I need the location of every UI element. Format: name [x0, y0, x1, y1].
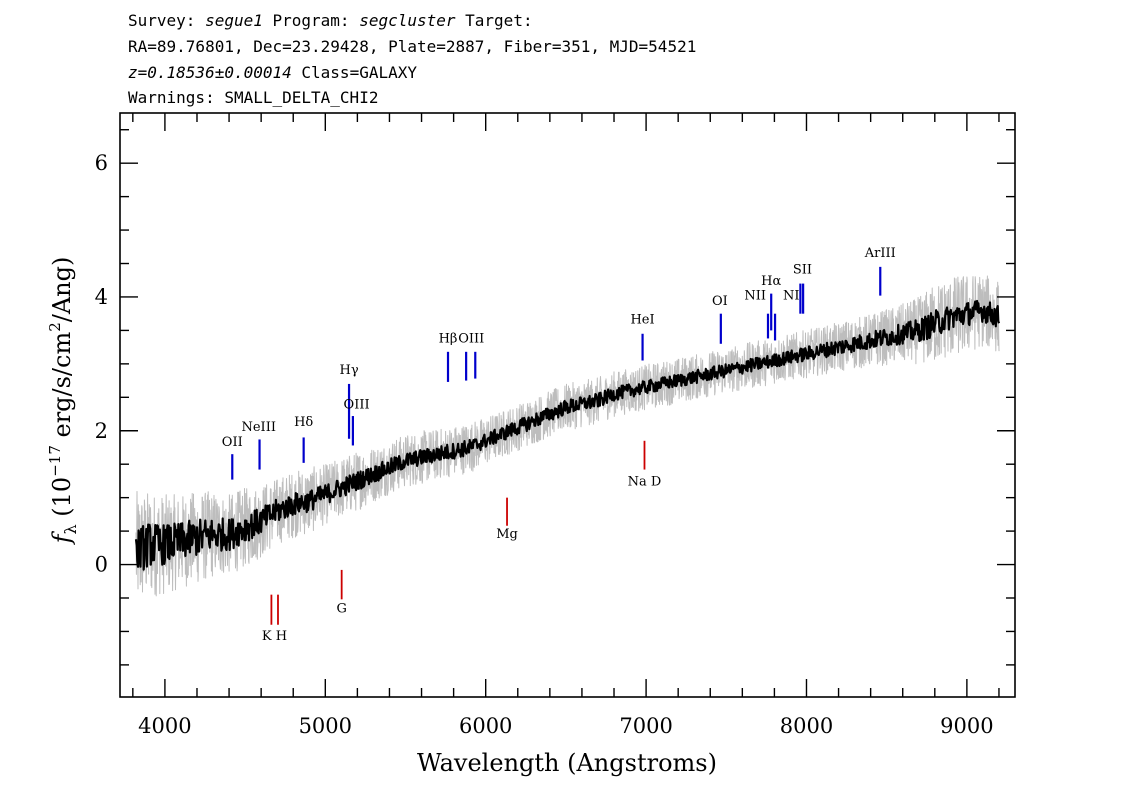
line-marker-label-16: Mg — [496, 527, 518, 542]
flux-black-series — [134, 299, 1001, 571]
line-marker-label-17: Na D — [628, 475, 662, 490]
line-marker-label-4: OIII — [344, 398, 370, 413]
x-tick-label: 4000 — [138, 714, 191, 738]
line-marker-label-12: SII — [793, 263, 812, 278]
header-line-1: Survey: segue1 Program: segcluster Targe… — [128, 11, 533, 30]
y-tick-label: 0 — [95, 553, 108, 577]
line-marker-label-3: Hγ — [339, 363, 358, 378]
line-marker-label-14: K H — [262, 629, 287, 644]
header-line-2: RA=89.76801, Dec=23.29428, Plate=2887, F… — [128, 37, 696, 56]
x-tick-label: 8000 — [780, 714, 833, 738]
header-line-3: z=0.18536±0.00014 Class=GALAXY — [128, 63, 417, 82]
y-tick-label: 4 — [95, 285, 108, 309]
x-tick-label: 7000 — [619, 714, 672, 738]
line-marker-label-11: NI — [783, 289, 800, 304]
y-tick-label: 6 — [95, 151, 108, 175]
line-marker-label-8: OI — [712, 294, 728, 309]
line-marker-label-6: OIII — [458, 331, 484, 346]
flux-gray-series — [135, 275, 1000, 597]
y-tick-label: 2 — [95, 419, 108, 443]
line-marker-label-5: Hβ — [439, 331, 458, 346]
line-marker-label-15: G — [336, 602, 346, 617]
plot-frame — [119, 112, 1016, 698]
line-marker-label-7: HeI — [630, 313, 654, 328]
x-axis-label: Wavelength (Angstroms) — [417, 749, 717, 777]
x-tick-label: 6000 — [459, 714, 512, 738]
x-tick-label: 5000 — [299, 714, 352, 738]
line-marker-label-2: Hδ — [294, 415, 313, 430]
line-marker-label-10: Hα — [761, 274, 781, 289]
header-line-4: Warnings: SMALL_DELTA_CHI2 — [128, 88, 378, 107]
line-marker-label-9: NII — [744, 289, 766, 304]
y-axis-label: fλ (10−17 erg/s/cm2/Ang) — [46, 257, 80, 546]
line-marker-label-1: NeIII — [241, 420, 275, 435]
x-tick-label: 9000 — [940, 714, 993, 738]
line-marker-label-0: OII — [222, 435, 243, 450]
header: Survey: segue1 Program: segcluster Targe… — [128, 11, 696, 107]
line-marker-label-13: ArIII — [864, 246, 896, 261]
